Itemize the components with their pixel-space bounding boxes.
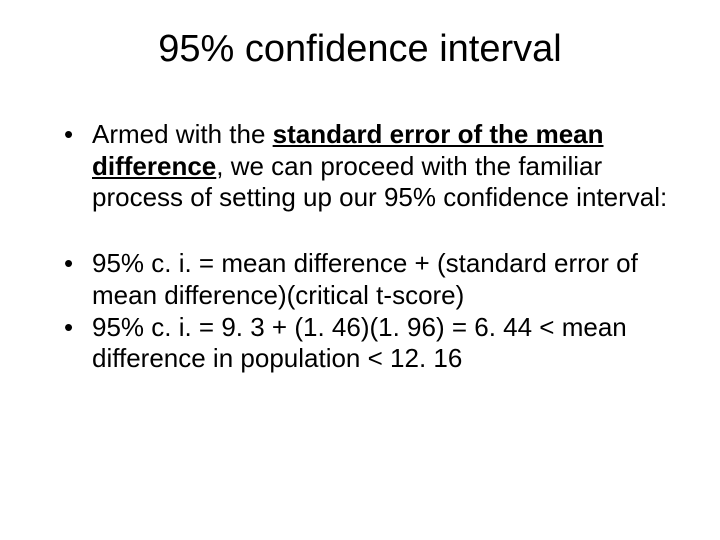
bullet-item-3: 95% c. i. = 9. 3 + (1. 46)(1. 96) = 6. 4… [64, 312, 680, 375]
bullet-item-1: Armed with the standard error of the mea… [64, 119, 680, 214]
bullet1-prefix: Armed with the [92, 119, 273, 149]
slide-title: 95% confidence interval [40, 28, 680, 71]
bullet-item-2: 95% c. i. = mean difference + (standard … [64, 248, 680, 311]
bullet-list: Armed with the standard error of the mea… [40, 119, 680, 375]
